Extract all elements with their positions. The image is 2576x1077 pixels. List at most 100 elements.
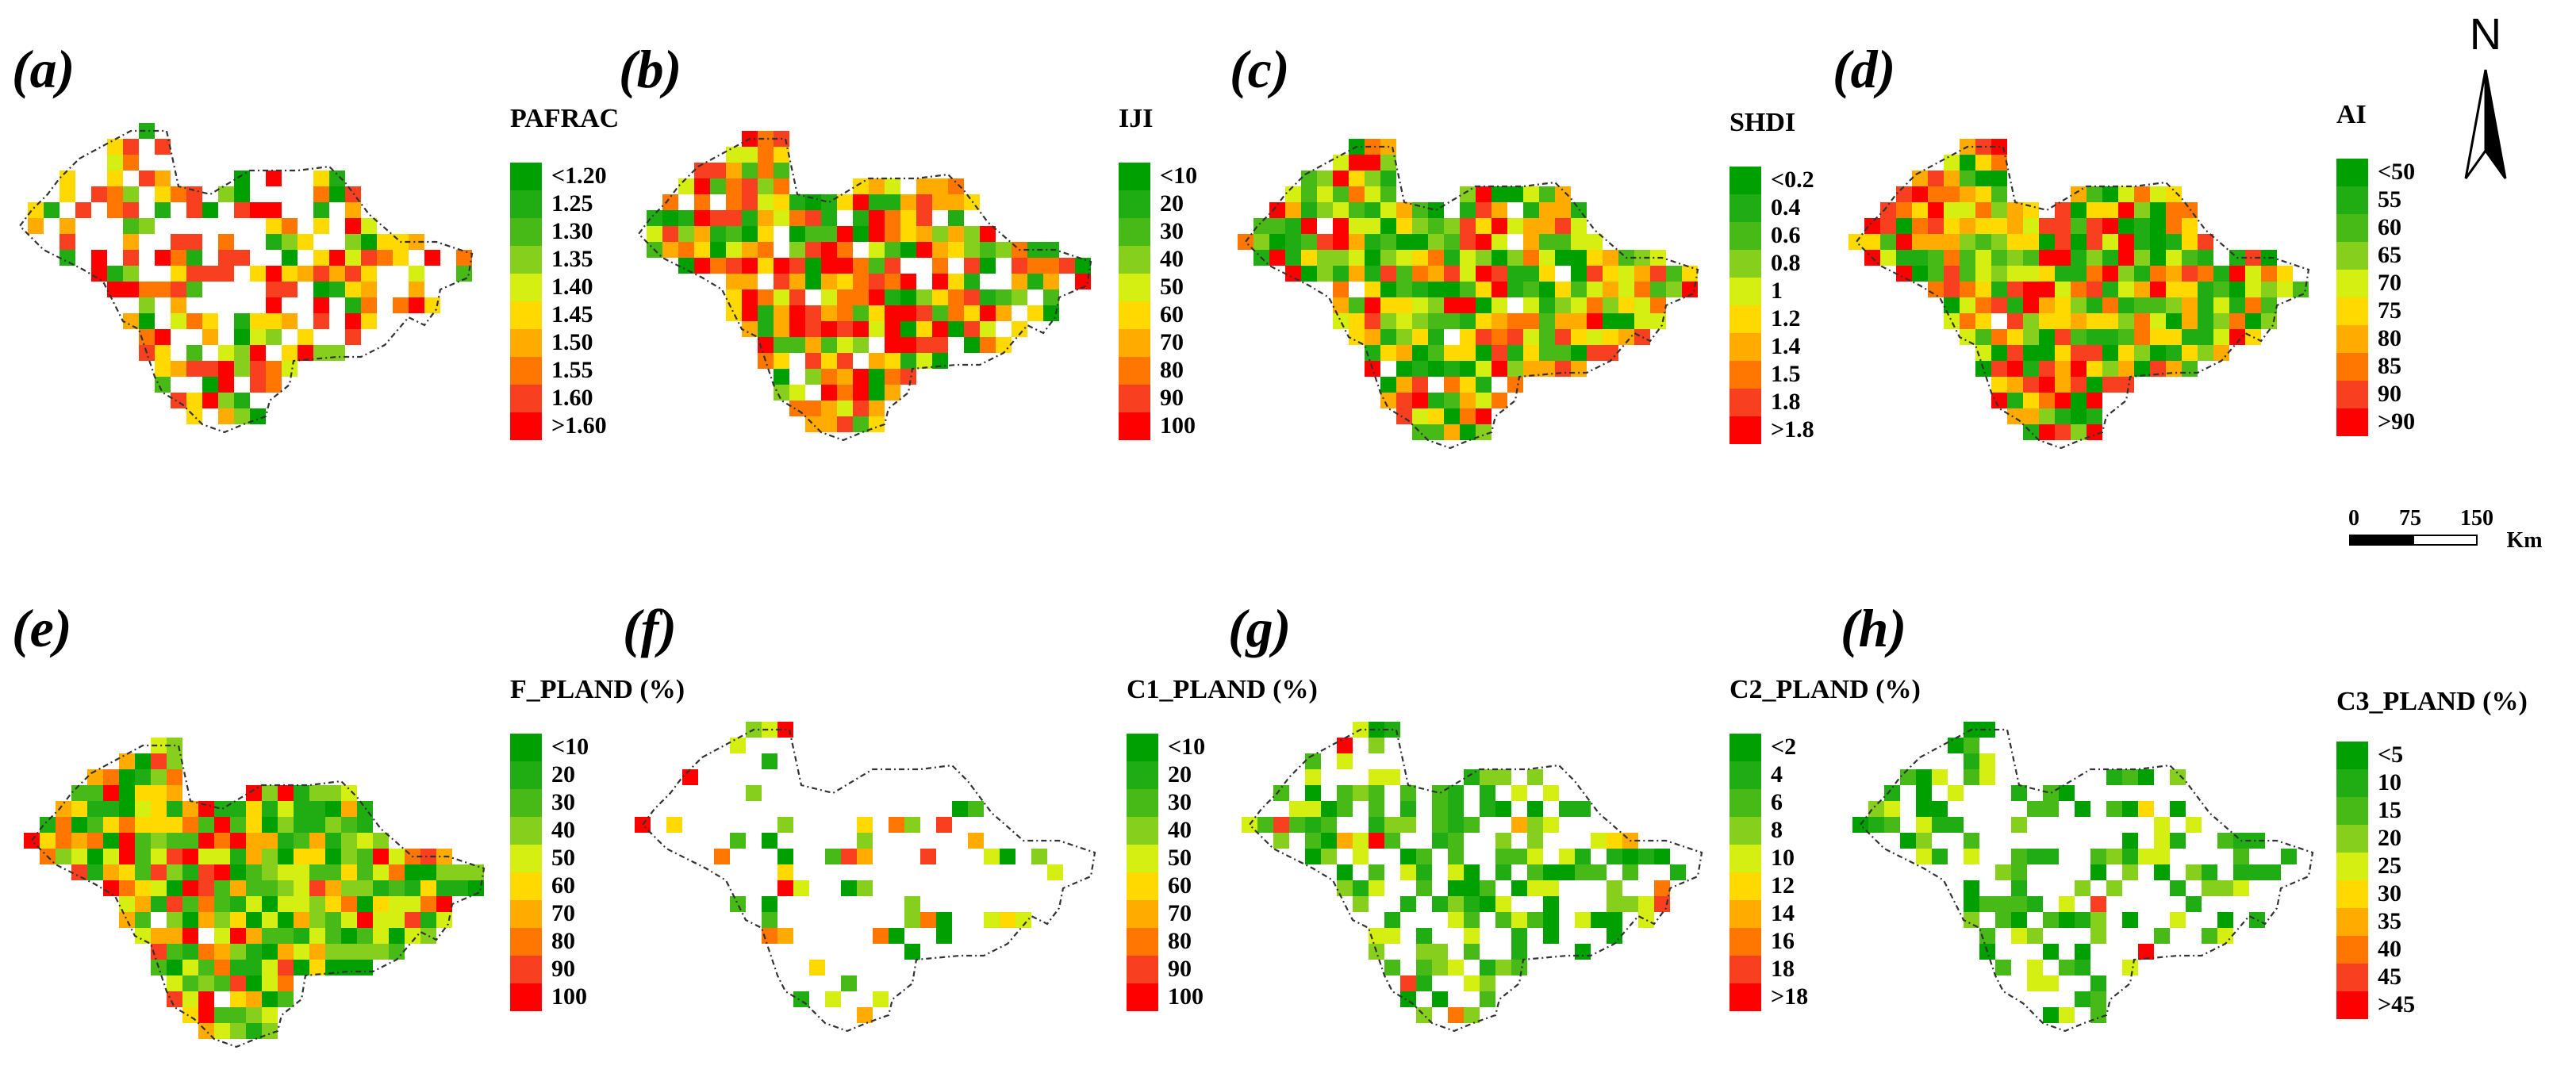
legend-label: <1.20	[551, 163, 607, 189]
map-cell	[1991, 393, 2007, 408]
map-cell	[309, 833, 325, 849]
map-cell	[1880, 250, 1896, 266]
map-cell	[2170, 769, 2186, 785]
map-cell	[87, 833, 103, 849]
region-boundary	[18, 129, 474, 434]
map-cell	[885, 258, 900, 274]
map-cell	[964, 274, 980, 289]
map-cell	[1432, 960, 1448, 975]
map-cell	[1495, 769, 1511, 785]
map-cell	[186, 234, 202, 250]
map-cell	[139, 123, 155, 139]
map-cell	[309, 849, 325, 864]
map-cell	[1964, 769, 1979, 785]
legend-label: 45	[2378, 964, 2401, 990]
legend-swatch	[1729, 928, 1761, 956]
map-cell	[329, 345, 345, 361]
map-cell	[916, 194, 932, 210]
map-cell	[107, 155, 123, 171]
map-cell	[198, 833, 214, 849]
map-cell	[980, 226, 996, 242]
map-cell	[1491, 218, 1507, 234]
map-cell	[167, 960, 182, 975]
map-cell	[2102, 282, 2118, 297]
map-cell	[1412, 234, 1428, 250]
map-cell	[742, 321, 758, 337]
map-cell	[1460, 250, 1476, 266]
map-cell	[726, 178, 742, 194]
map-cell	[1353, 880, 1369, 896]
map-cell	[869, 258, 885, 274]
map-cell	[2007, 218, 2023, 234]
map-cell	[742, 305, 758, 321]
map-cell	[2134, 282, 2150, 297]
map-cell	[2007, 266, 2023, 282]
legend-label: 90	[1160, 385, 1184, 411]
map-cell	[135, 864, 151, 880]
map-cell	[948, 226, 964, 242]
map-cell	[2118, 313, 2134, 329]
legend-label: 1.8	[1771, 389, 1801, 415]
map-cell	[139, 313, 155, 329]
map-cell	[2043, 785, 2059, 801]
map-cell	[1523, 361, 1539, 377]
map-cell	[1285, 234, 1301, 250]
map-cell	[341, 896, 357, 912]
legend-swatch	[2336, 353, 2368, 381]
map-cell	[278, 880, 294, 896]
panel-b-legend-title: IJI	[1119, 104, 1153, 133]
map-cell	[409, 297, 424, 313]
map-cell	[1539, 266, 1555, 282]
map-cell	[1349, 155, 1365, 171]
map-cell	[1511, 928, 1527, 944]
map-cell	[1511, 944, 1527, 960]
map-cell	[900, 194, 916, 210]
map-cell	[1428, 329, 1444, 345]
legend-swatch	[510, 246, 542, 274]
map-cell	[2106, 849, 2122, 864]
map-cell	[762, 912, 777, 928]
map-cell	[313, 218, 329, 234]
map-cell	[694, 258, 710, 274]
legend-swatch	[1127, 817, 1158, 845]
map-cell	[262, 1007, 278, 1023]
legend-label: 60	[1160, 301, 1184, 328]
legend-label: 15	[2378, 797, 2401, 823]
map-cell	[1285, 202, 1301, 218]
map-cell	[1539, 361, 1555, 377]
map-cell	[726, 274, 742, 289]
map-cell	[2134, 297, 2150, 313]
map-cell	[182, 975, 198, 991]
map-cell	[2043, 801, 2059, 817]
map-cell	[742, 163, 758, 178]
map-cell	[1523, 186, 1539, 202]
map-cell	[662, 226, 678, 242]
map-cell	[678, 258, 694, 274]
map-cell	[1932, 817, 1948, 833]
map-cell	[2087, 313, 2102, 329]
map-cell	[1380, 297, 1396, 313]
region-boundary	[1859, 728, 2314, 1033]
map-cell	[1444, 313, 1460, 329]
map-cell	[202, 377, 218, 393]
map-cell	[853, 337, 869, 353]
map-cell	[345, 282, 361, 297]
legend-swatch	[1729, 222, 1761, 250]
map-cell	[1380, 250, 1396, 266]
legend-label: >18	[1771, 983, 1808, 1010]
map-cell	[932, 274, 948, 289]
map-cell	[1480, 960, 1495, 975]
map-cell	[325, 896, 341, 912]
map-cell	[294, 785, 309, 801]
map-cell	[1305, 769, 1321, 785]
map-cell	[1333, 282, 1349, 297]
map-cell	[1460, 345, 1476, 361]
map-cell	[837, 401, 853, 416]
map-cell	[2023, 297, 2039, 313]
map-cell	[1365, 266, 1380, 282]
legend-swatch	[2336, 991, 2368, 1019]
map-cell	[230, 944, 246, 960]
map-cell	[1511, 960, 1527, 975]
panel-d-map	[1849, 139, 2310, 450]
